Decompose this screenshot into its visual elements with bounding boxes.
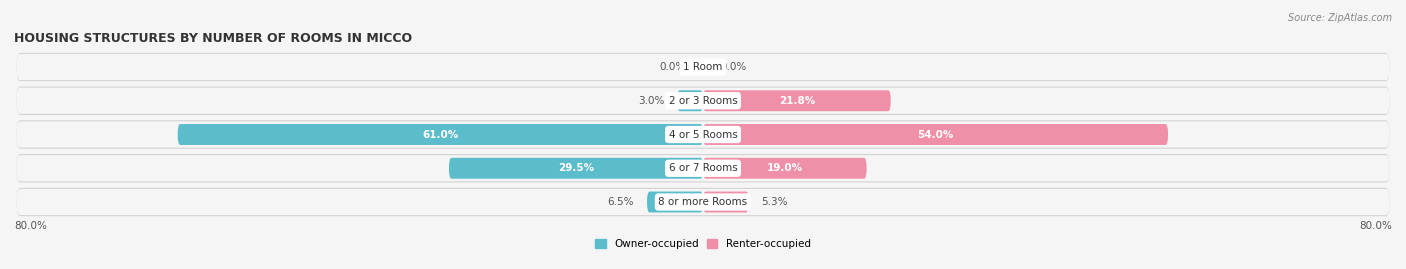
FancyBboxPatch shape — [17, 188, 1389, 216]
FancyBboxPatch shape — [678, 90, 703, 111]
FancyBboxPatch shape — [449, 158, 703, 179]
Text: 19.0%: 19.0% — [766, 163, 803, 173]
FancyBboxPatch shape — [17, 189, 1389, 215]
Text: HOUSING STRUCTURES BY NUMBER OF ROOMS IN MICCO: HOUSING STRUCTURES BY NUMBER OF ROOMS IN… — [14, 32, 412, 45]
Text: 61.0%: 61.0% — [422, 129, 458, 140]
FancyBboxPatch shape — [703, 158, 866, 179]
FancyBboxPatch shape — [17, 155, 1389, 181]
FancyBboxPatch shape — [17, 53, 1389, 81]
Text: 1 Room: 1 Room — [683, 62, 723, 72]
FancyBboxPatch shape — [647, 192, 703, 213]
Legend: Owner-occupied, Renter-occupied: Owner-occupied, Renter-occupied — [591, 235, 815, 253]
FancyBboxPatch shape — [703, 90, 891, 111]
Text: 6 or 7 Rooms: 6 or 7 Rooms — [669, 163, 737, 173]
FancyBboxPatch shape — [17, 87, 1389, 115]
FancyBboxPatch shape — [17, 154, 1389, 182]
Text: 80.0%: 80.0% — [14, 221, 46, 231]
FancyBboxPatch shape — [17, 121, 1389, 148]
FancyBboxPatch shape — [177, 124, 703, 145]
Text: 29.5%: 29.5% — [558, 163, 595, 173]
Text: 3.0%: 3.0% — [638, 96, 664, 106]
FancyBboxPatch shape — [703, 124, 1168, 145]
Text: Source: ZipAtlas.com: Source: ZipAtlas.com — [1288, 13, 1392, 23]
FancyBboxPatch shape — [703, 192, 748, 213]
Text: 54.0%: 54.0% — [917, 129, 953, 140]
Text: 0.0%: 0.0% — [659, 62, 686, 72]
Text: 6.5%: 6.5% — [607, 197, 634, 207]
FancyBboxPatch shape — [17, 88, 1389, 114]
Text: 21.8%: 21.8% — [779, 96, 815, 106]
Text: 80.0%: 80.0% — [1360, 221, 1392, 231]
Text: 5.3%: 5.3% — [762, 197, 787, 207]
FancyBboxPatch shape — [17, 120, 1389, 149]
Text: 0.0%: 0.0% — [720, 62, 747, 72]
Text: 2 or 3 Rooms: 2 or 3 Rooms — [669, 96, 737, 106]
Text: 4 or 5 Rooms: 4 or 5 Rooms — [669, 129, 737, 140]
FancyBboxPatch shape — [17, 54, 1389, 80]
Text: 8 or more Rooms: 8 or more Rooms — [658, 197, 748, 207]
